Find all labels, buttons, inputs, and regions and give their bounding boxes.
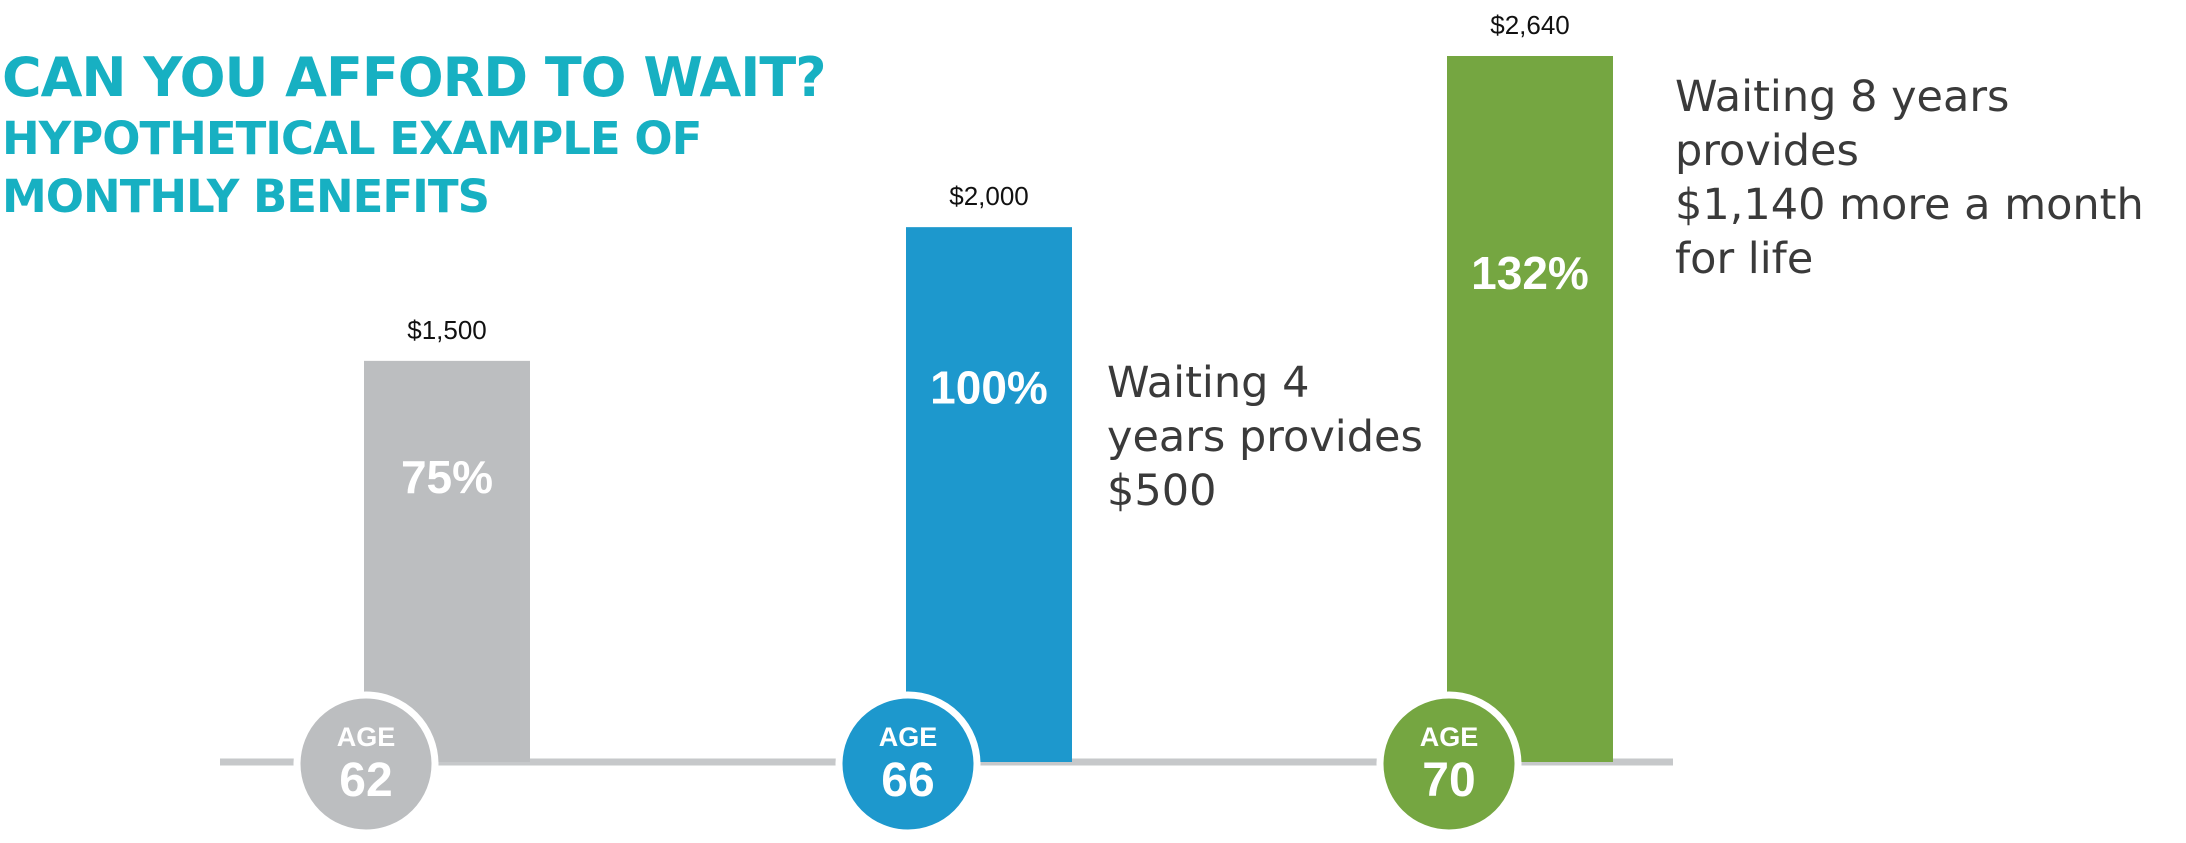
age-number-label-62: 62 (339, 754, 392, 807)
title-line-1: CAN YOU AFFORD TO WAIT? (2, 46, 827, 109)
age-number-label-66: 66 (881, 754, 934, 807)
age-circle-62 (293, 691, 439, 837)
percent-label-age-66: 100% (930, 362, 1048, 414)
annotation-age-66: Waiting 4 years provides $500 (1107, 358, 1423, 516)
age-circle-66 (835, 691, 981, 837)
annotation-age-70: Waiting 8 years provides $1,140 more a m… (1675, 72, 2144, 284)
bar-age-70 (1447, 56, 1613, 762)
age-number-label-70: 70 (1422, 754, 1475, 807)
bar-age-66 (906, 227, 1072, 763)
chart-title: CAN YOU AFFORD TO WAIT? HYPOTHETICAL EXA… (2, 46, 827, 226)
age-prefix-label: AGE (337, 722, 396, 752)
title-line-2: HYPOTHETICAL EXAMPLE OF (2, 112, 702, 165)
percent-label-age-62: 75% (401, 451, 493, 503)
age-prefix-label: AGE (1420, 722, 1479, 752)
bar-age-62 (364, 360, 530, 762)
percent-label-age-70: 132% (1471, 247, 1589, 299)
age-circle-70 (1376, 691, 1522, 837)
value-label-age-66: $2,000 (949, 181, 1029, 211)
value-label-age-70: $2,640 (1490, 10, 1570, 40)
value-label-age-62: $1,500 (407, 315, 487, 345)
title-line-3: MONTHLY BENEFITS (2, 170, 490, 223)
age-prefix-label: AGE (879, 722, 938, 752)
